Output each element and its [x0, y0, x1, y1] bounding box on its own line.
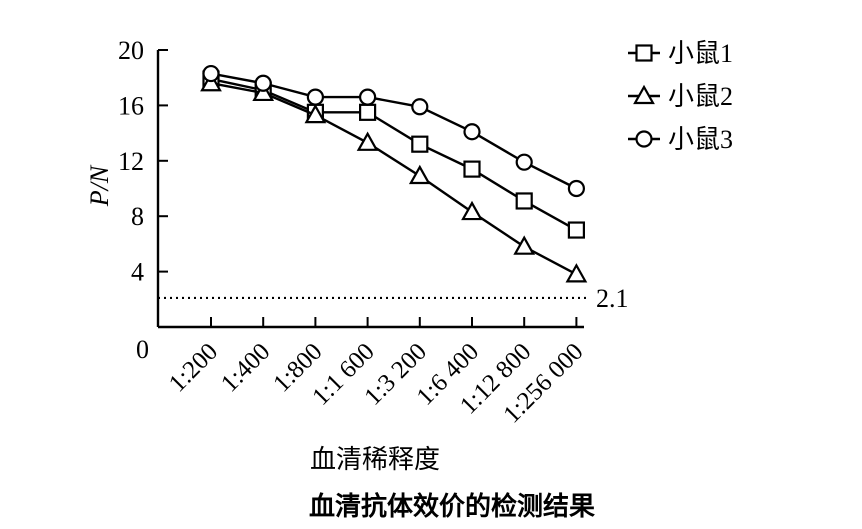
legend-label: 小鼠3 — [668, 125, 733, 154]
series-2-point — [252, 81, 275, 102]
y-tick-label: 20 — [118, 36, 144, 65]
series-1-point — [515, 192, 533, 210]
series-2-line — [210, 82, 577, 276]
series-3-line — [210, 72, 577, 190]
x-axis-title: 血清稀释度 — [310, 445, 440, 475]
y-tick-label: 8 — [131, 202, 144, 231]
reference-line-group: 2.1 — [158, 284, 629, 313]
series-3 — [202, 64, 586, 198]
legend-label: 小鼠1 — [668, 39, 733, 68]
series-2-point — [565, 263, 588, 283]
series-2-point — [200, 71, 222, 92]
series-3-point — [359, 88, 377, 106]
series-3-point — [515, 153, 533, 171]
series-2-point — [461, 200, 483, 221]
series-3-point — [463, 123, 481, 141]
series-2 — [200, 71, 588, 283]
reference-line-label: 2.1 — [596, 284, 629, 313]
series-3-point — [567, 179, 586, 198]
chart-title: 血清抗体效价的检测结果 — [309, 491, 595, 522]
series-1-point — [567, 221, 586, 239]
series-1-point — [411, 135, 429, 153]
series-1-point — [359, 103, 377, 121]
series-2-point — [513, 235, 536, 255]
legend-item-1: 小鼠1 — [628, 39, 733, 68]
series-3-point — [202, 64, 220, 83]
x-tick-label: 1:400 — [216, 338, 275, 397]
y-tick-label: 12 — [118, 147, 144, 176]
series-3-point — [254, 74, 272, 92]
series-1-line — [210, 77, 577, 232]
series-2-point — [304, 103, 327, 124]
y-tick-label: 0 — [136, 335, 149, 364]
legend-item-2: 小鼠2 — [628, 82, 733, 111]
series-2-point — [356, 131, 379, 151]
series-3-point — [306, 88, 324, 106]
y-ticks: 0 4 8 12 16 20 — [118, 36, 168, 364]
series-1-point — [463, 160, 481, 178]
legend-label: 小鼠2 — [668, 82, 733, 111]
series-group — [200, 64, 588, 283]
x-tick-label: 1:200 — [164, 338, 223, 397]
legend-marker — [635, 130, 653, 148]
series-2-point — [408, 164, 431, 185]
axes — [156, 50, 584, 329]
series-3-point — [411, 98, 429, 116]
y-tick-label: 16 — [118, 91, 144, 120]
legend-item-3: 小鼠3 — [628, 125, 733, 154]
legend-marker — [635, 44, 653, 62]
legend-marker — [633, 84, 655, 105]
y-axis-title: P/N — [85, 164, 114, 207]
legend: 小鼠1 小鼠2 小鼠3 — [628, 39, 733, 154]
y-tick-label: 4 — [131, 258, 144, 287]
